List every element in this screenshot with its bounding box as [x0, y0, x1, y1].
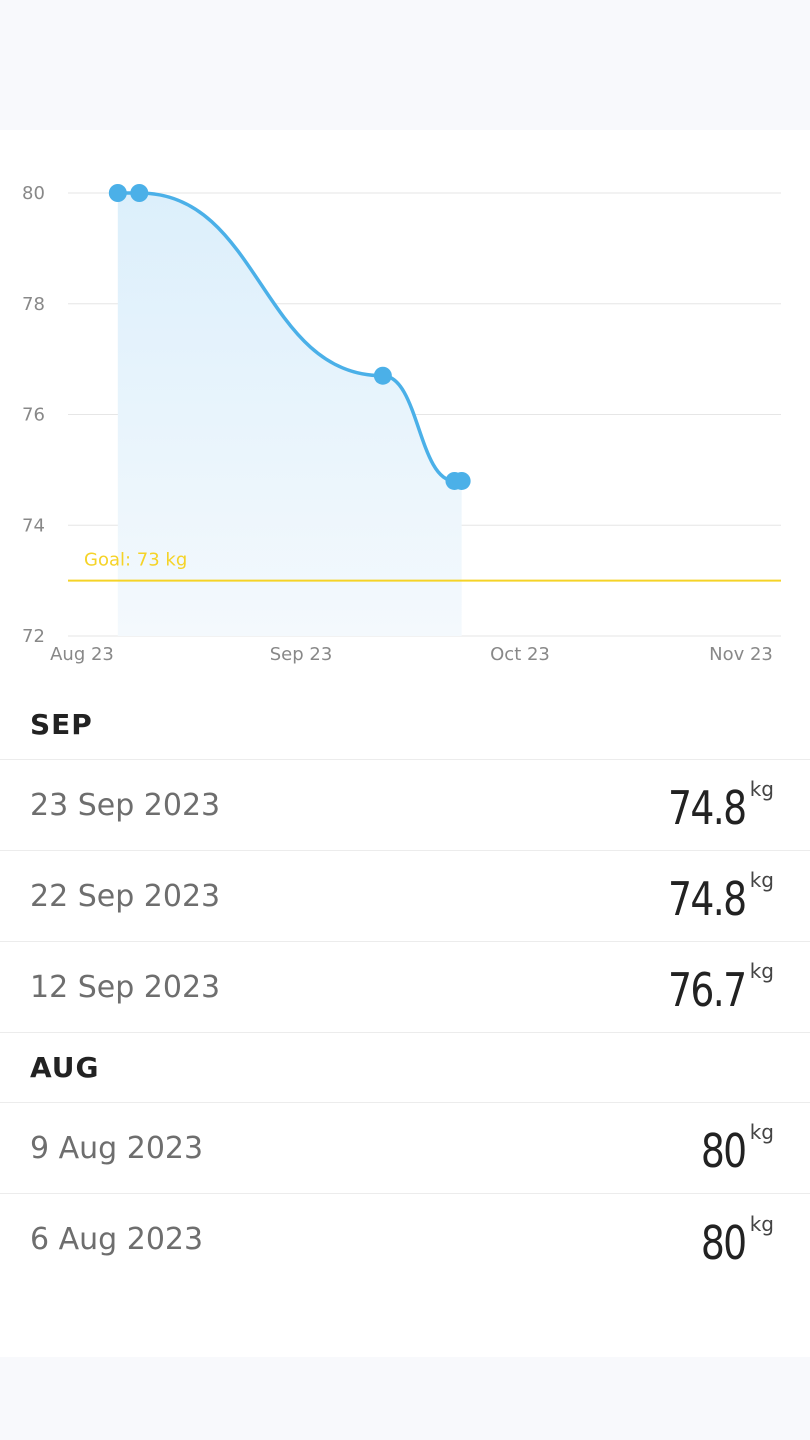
entry-value: 74.8 kg [651, 868, 774, 926]
list-item[interactable]: 6 Aug 2023 80 kg [0, 1194, 810, 1285]
y-tick-label: 80 [22, 183, 45, 204]
entry-value-number: 74.8 [668, 781, 747, 835]
y-tick-label: 78 [22, 294, 45, 315]
entry-unit: kg [749, 1211, 774, 1236]
top-bar [0, 0, 810, 130]
list-item[interactable]: 12 Sep 2023 76.7 kg [0, 942, 810, 1033]
entry-value: 76.7 kg [651, 959, 774, 1017]
bottom-bar [0, 1357, 810, 1440]
list-item[interactable]: 23 Sep 2023 74.8 kg [0, 760, 810, 851]
x-tick-label: Sep 23 [270, 644, 333, 665]
section-header-aug: AUG [0, 1033, 810, 1103]
section-header-sep: SEP [0, 690, 810, 760]
weight-chart[interactable]: 80 78 76 74 72 Aug 23 Sep 23 Oct 23 Nov 23 Goal: … [0, 130, 810, 690]
data-point [452, 471, 471, 490]
entry-value-number: 80 [700, 1215, 747, 1270]
data-point [373, 366, 392, 385]
entry-value: 80 kg [691, 1120, 774, 1178]
entry-date: 6 Aug 2023 [30, 1222, 204, 1257]
x-tick-label: Oct 23 [490, 644, 550, 665]
entry-unit: kg [749, 959, 774, 983]
y-tick-label: 76 [22, 405, 45, 426]
entry-value-number: 74.8 [668, 872, 747, 926]
y-tick-label: 74 [22, 515, 45, 536]
x-tick-label: Aug 23 [50, 644, 114, 665]
area-fill [117, 193, 462, 636]
entry-unit: kg [749, 777, 774, 801]
x-tick-label: Nov 23 [709, 644, 773, 665]
y-tick-label: 72 [22, 626, 45, 647]
entry-date: 9 Aug 2023 [30, 1130, 204, 1166]
entry-date: 22 Sep 2023 [30, 878, 221, 914]
list-item[interactable]: 22 Sep 2023 74.8 kg [0, 851, 810, 942]
entry-value: 80 kg [691, 1211, 774, 1270]
weight-entries-list: SEP 23 Sep 2023 74.8 kg 22 Sep 2023 74.8… [0, 690, 810, 1285]
entry-unit: kg [749, 1120, 774, 1144]
entry-value: 74.8 kg [651, 777, 774, 835]
entry-value-number: 76.7 [668, 963, 747, 1017]
data-point [130, 184, 149, 202]
entry-unit: kg [749, 868, 774, 892]
entry-date: 23 Sep 2023 [30, 787, 221, 823]
data-point [108, 184, 127, 202]
entry-value-number: 80 [700, 1124, 747, 1178]
goal-label: Goal: 73 kg [84, 550, 187, 571]
entry-date: 12 Sep 2023 [30, 969, 221, 1005]
list-item[interactable]: 9 Aug 2023 80 kg [0, 1103, 810, 1194]
